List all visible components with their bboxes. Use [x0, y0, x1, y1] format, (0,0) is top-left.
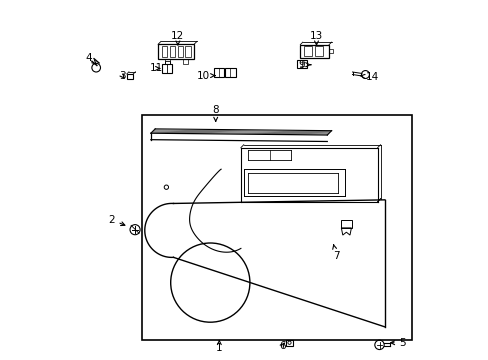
Bar — [340, 220, 351, 228]
Text: 1: 1 — [216, 341, 222, 354]
Text: 13: 13 — [309, 31, 323, 45]
Bar — [185, 46, 191, 57]
Bar — [285, 340, 292, 346]
Text: 12: 12 — [171, 31, 184, 45]
Text: 14: 14 — [359, 72, 378, 82]
Text: 2: 2 — [108, 215, 124, 226]
Bar — [225, 68, 235, 77]
Text: 5: 5 — [390, 338, 406, 348]
Bar — [126, 74, 133, 79]
Bar — [177, 46, 183, 57]
Text: 9: 9 — [298, 60, 310, 70]
Bar — [303, 46, 311, 56]
Text: 10: 10 — [196, 71, 215, 81]
Bar — [328, 49, 333, 53]
Bar — [158, 44, 194, 59]
Bar — [300, 45, 328, 58]
Text: 11: 11 — [149, 63, 163, 73]
Bar — [314, 46, 322, 56]
Bar — [162, 64, 172, 73]
Text: 3: 3 — [119, 71, 125, 81]
Text: 7: 7 — [332, 245, 339, 261]
Bar — [165, 59, 170, 64]
Bar — [296, 60, 306, 68]
Bar — [213, 68, 224, 77]
Text: 4: 4 — [85, 53, 96, 64]
Bar — [162, 46, 167, 57]
Bar — [183, 59, 188, 64]
Bar — [142, 115, 411, 340]
Text: 6: 6 — [279, 341, 285, 351]
Bar — [164, 61, 169, 64]
Text: 8: 8 — [212, 105, 219, 121]
Bar — [169, 46, 175, 57]
